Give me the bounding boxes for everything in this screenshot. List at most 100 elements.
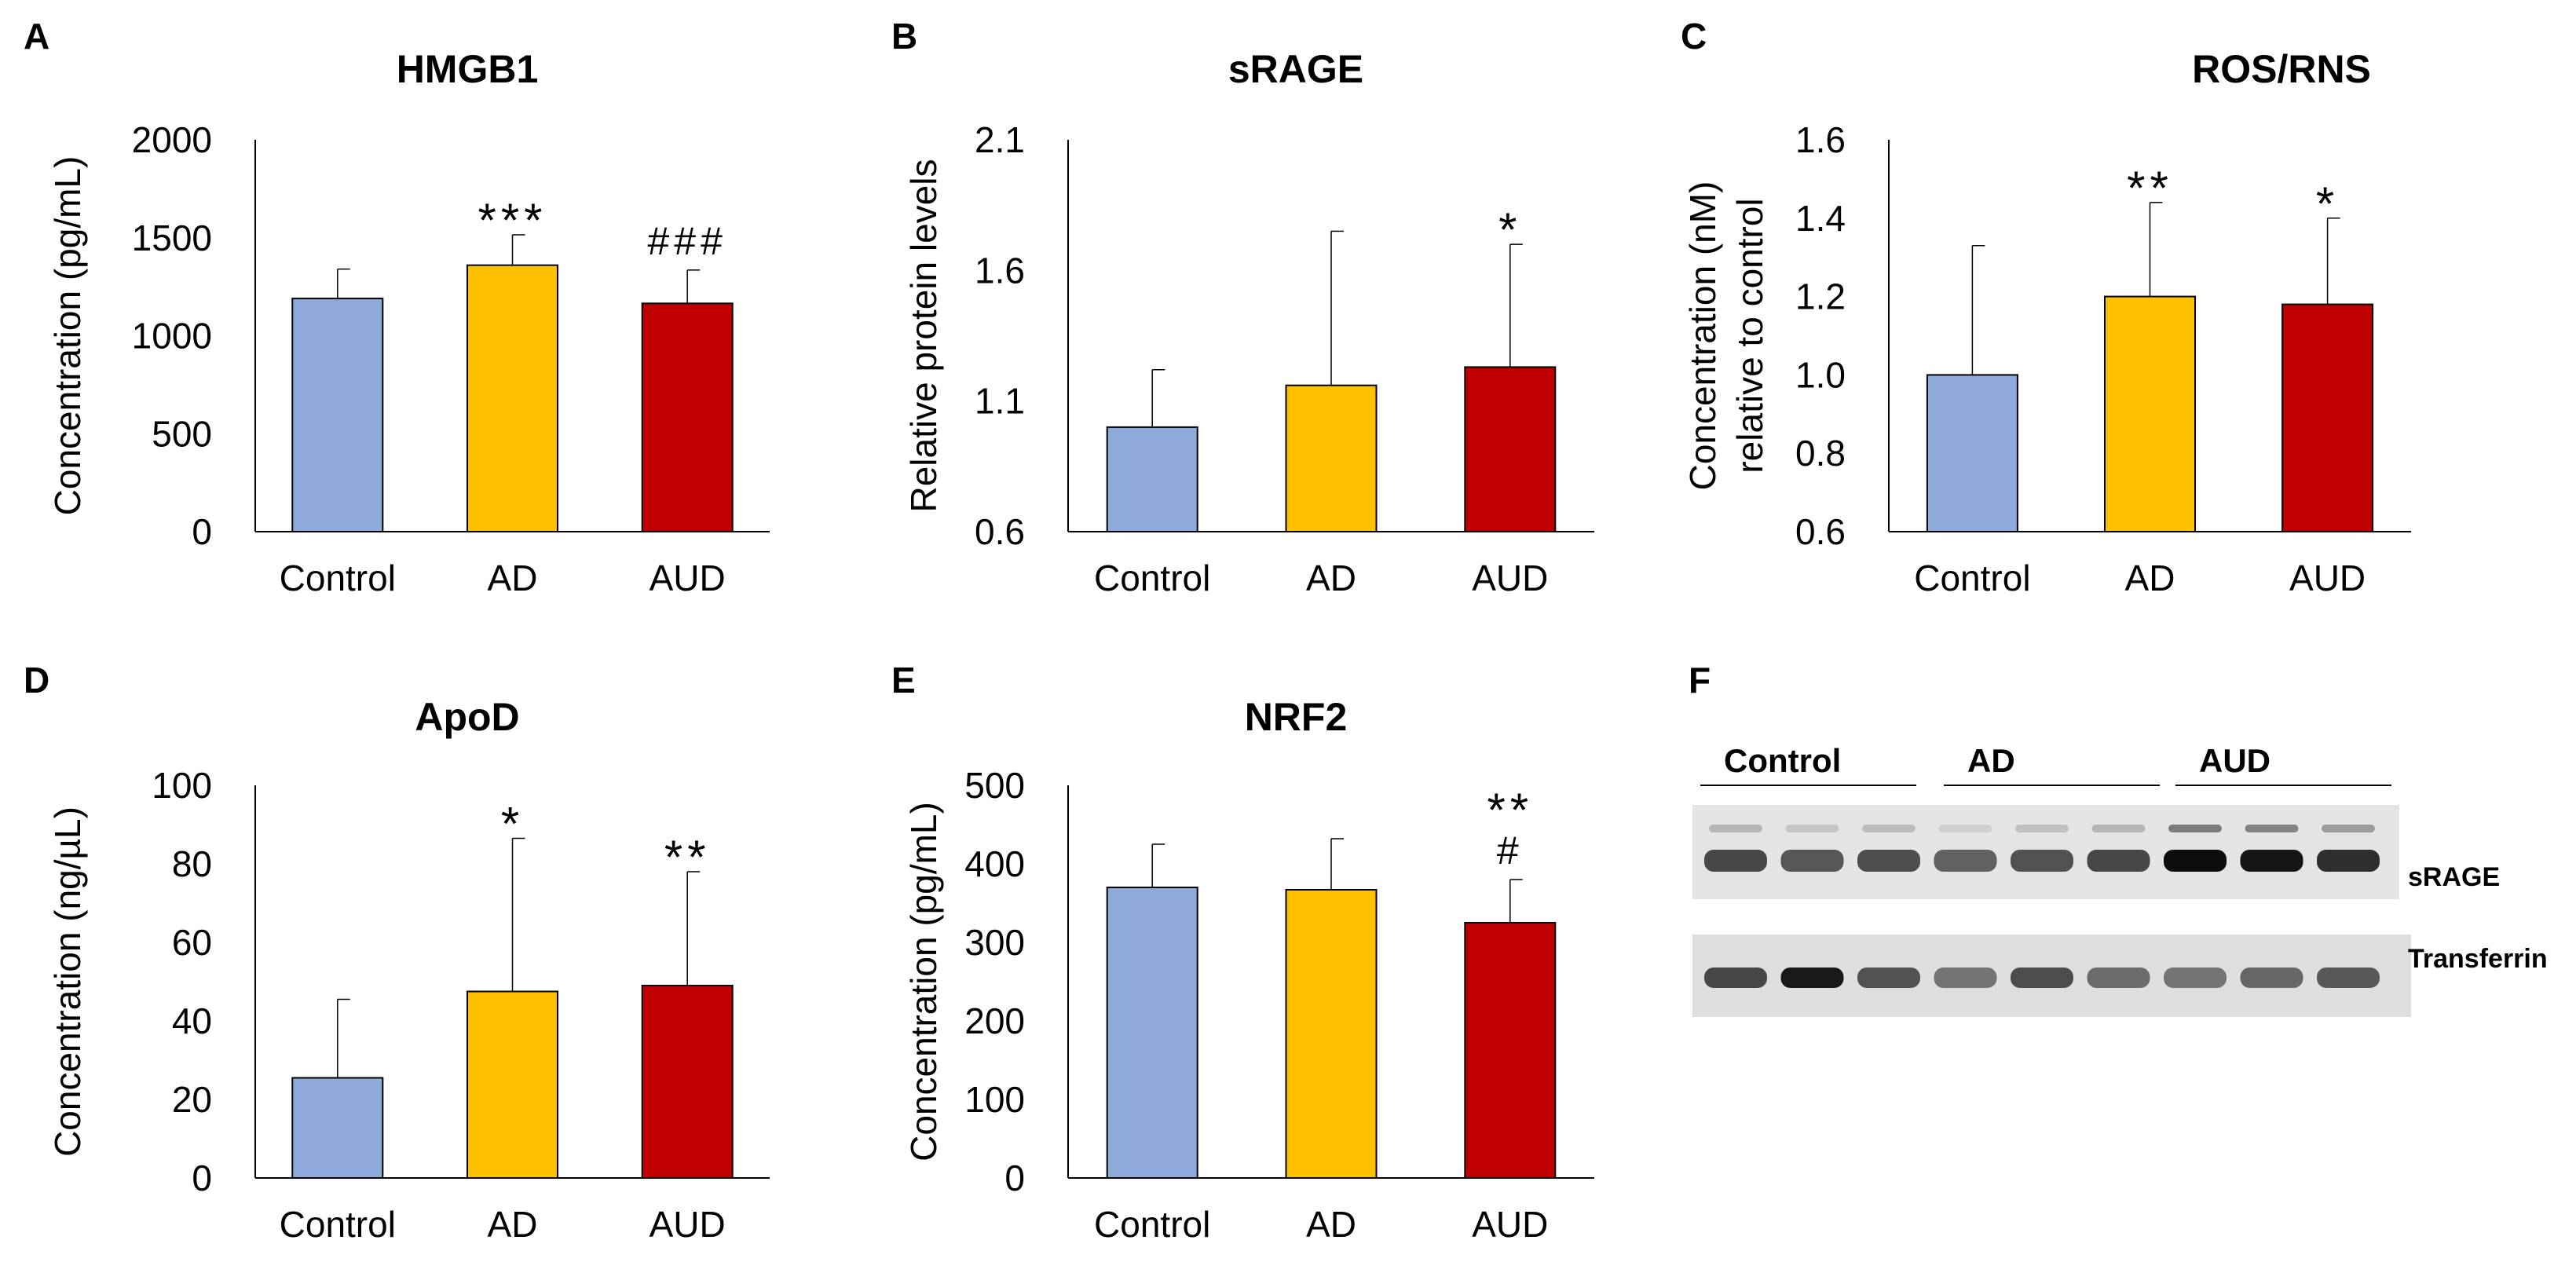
blot-band-srage bbox=[1704, 850, 1767, 872]
chart-title: NRF2 bbox=[1245, 695, 1348, 739]
bar-aud bbox=[641, 985, 734, 1179]
y-tick-label: 0 bbox=[192, 1158, 212, 1198]
blot-band-transferrin bbox=[1934, 968, 1997, 988]
chart-title: ApoD bbox=[415, 695, 519, 739]
panel-letter: A bbox=[24, 16, 49, 57]
blot-band-faint bbox=[1938, 825, 1992, 832]
bar-aud bbox=[641, 302, 734, 532]
bar-ad bbox=[2104, 295, 2196, 532]
x-tick-label: AD bbox=[1306, 558, 1356, 598]
y-tick-label: 0 bbox=[1004, 1158, 1025, 1198]
blot-band-srage bbox=[1934, 850, 1997, 872]
blot-band-faint bbox=[2091, 825, 2146, 832]
bar-ad bbox=[1285, 889, 1378, 1179]
blot-band-faint bbox=[2168, 825, 2222, 832]
chart-panel-e: E NRF2 Concentration (pg/mL) 0 100 200 300 400 5… bbox=[891, 660, 1594, 1245]
blot-band-srage bbox=[1780, 850, 1844, 872]
y-tick-label: 1500 bbox=[132, 218, 212, 258]
significance-mark: * bbox=[501, 798, 524, 850]
y-tick-label: 100 bbox=[152, 765, 212, 806]
y-tick-label: 100 bbox=[964, 1079, 1025, 1120]
panel-letter: C bbox=[1681, 16, 1707, 57]
y-tick-label: 400 bbox=[964, 843, 1025, 884]
blot-band-transferrin bbox=[1780, 968, 1844, 988]
x-tick-label: AD bbox=[488, 1204, 538, 1245]
y-tick-label: 500 bbox=[964, 765, 1025, 806]
blot-band-label: sRAGE bbox=[2408, 862, 2500, 892]
significance-mark: *** bbox=[478, 194, 547, 247]
significance-mark: ** bbox=[2127, 162, 2173, 214]
y-tick-label: 1000 bbox=[132, 316, 212, 357]
blot-band-faint bbox=[2015, 825, 2069, 832]
y-tick-label: 1.6 bbox=[1795, 119, 1846, 160]
blot-band-transferrin bbox=[2087, 968, 2150, 988]
x-tick-label: Control bbox=[1094, 1204, 1210, 1245]
blot-band-srage bbox=[2317, 850, 2380, 872]
y-tick-label: 2000 bbox=[132, 119, 212, 160]
blot-band-srage bbox=[2011, 850, 2073, 872]
bar-aud bbox=[2281, 303, 2374, 532]
blot-band-transferrin bbox=[2164, 968, 2227, 988]
x-tick-label: Control bbox=[1094, 558, 1210, 598]
bar-aud bbox=[1464, 922, 1557, 1179]
chart-title: sRAGE bbox=[1228, 47, 1363, 91]
chart-title: HMGB1 bbox=[397, 47, 539, 91]
y-axis-label: Relative protein levels bbox=[903, 159, 944, 512]
y-tick-label: 60 bbox=[172, 922, 212, 963]
panel-letter: D bbox=[24, 660, 49, 701]
blot-band-faint bbox=[1785, 825, 1839, 832]
y-tick-label: 300 bbox=[964, 922, 1025, 963]
y-tick-label: 1.1 bbox=[975, 381, 1025, 422]
panel-letter: E bbox=[891, 660, 916, 701]
bar-ad bbox=[467, 990, 558, 1179]
chart-title: ROS/RNS bbox=[2192, 47, 2371, 91]
bar-control bbox=[291, 1077, 384, 1179]
chart-panel-d: D ApoD Concentration (ng/µL) 0 20 40 60 80 100 Co… bbox=[24, 660, 770, 1245]
blot-band-srage bbox=[2164, 850, 2227, 872]
blot-band-transferrin bbox=[2240, 968, 2303, 988]
x-tick-label: AD bbox=[2125, 558, 2175, 598]
y-tick-label: 0.8 bbox=[1795, 433, 1846, 474]
significance-mark: * bbox=[1498, 203, 1521, 256]
y-tick-label: 1.4 bbox=[1795, 198, 1846, 239]
y-tick-label: 200 bbox=[964, 1000, 1025, 1041]
y-tick-label: 1.0 bbox=[1795, 354, 1846, 395]
y-axis-label: relative to control bbox=[1729, 198, 1770, 473]
y-tick-label: 0 bbox=[192, 511, 212, 552]
blot-band-label: Transferrin bbox=[2408, 944, 2548, 974]
bar-control bbox=[1926, 374, 2018, 532]
blot-group-label: Control bbox=[1724, 742, 1841, 779]
x-tick-label: AD bbox=[1306, 1204, 1356, 1245]
x-tick-label: AUD bbox=[2289, 558, 2366, 598]
y-axis-label: Concentration (pg/mL) bbox=[903, 802, 944, 1161]
blot-band-srage bbox=[2087, 850, 2150, 872]
y-tick-label: 40 bbox=[172, 1000, 212, 1041]
significance-mark: # bbox=[1497, 829, 1524, 872]
bar-ad bbox=[467, 264, 558, 532]
panel-letter: F bbox=[1689, 660, 1711, 701]
blot-band-transferrin bbox=[2317, 968, 2380, 988]
x-tick-label: Control bbox=[1914, 558, 2030, 598]
y-axis-label: Concentration (ng/µL) bbox=[47, 807, 88, 1157]
blot-group-label: AUD bbox=[2199, 742, 2270, 779]
bar-control bbox=[1106, 887, 1198, 1179]
blot-band-faint bbox=[2245, 825, 2299, 832]
significance-mark: ** bbox=[1487, 784, 1533, 836]
x-tick-label: Control bbox=[280, 1204, 396, 1245]
significance-mark: ** bbox=[664, 831, 711, 883]
y-tick-label: 2.1 bbox=[975, 119, 1025, 160]
blot-band-transferrin bbox=[2011, 968, 2073, 988]
blot-band-transferrin bbox=[1704, 968, 1767, 988]
chart-panel-c: C ROS/RNS Concentration (nM) relative to co… bbox=[1681, 16, 2411, 598]
x-tick-label: AUD bbox=[649, 558, 726, 598]
blot-band-srage bbox=[1857, 850, 1920, 872]
y-tick-label: 1.2 bbox=[1795, 276, 1846, 317]
y-axis-label: Concentration (pg/mL) bbox=[47, 156, 88, 516]
blot-band-faint bbox=[1862, 825, 1916, 832]
bar-control bbox=[291, 298, 384, 532]
bar-control bbox=[1106, 426, 1198, 533]
bar-ad bbox=[1285, 384, 1378, 532]
x-tick-label: AUD bbox=[1472, 1204, 1548, 1245]
x-tick-label: AD bbox=[488, 558, 538, 598]
